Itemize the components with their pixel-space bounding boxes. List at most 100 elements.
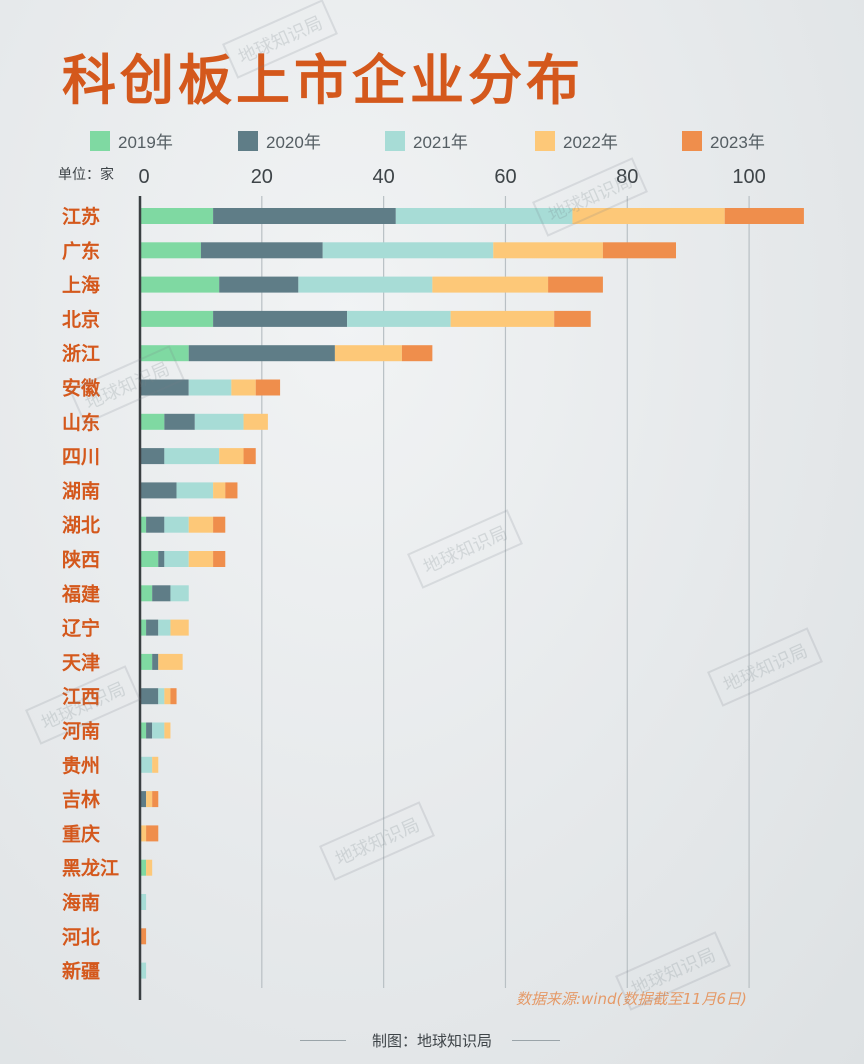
category-label: 北京 xyxy=(62,308,100,331)
bar-segment xyxy=(334,345,402,362)
legend-label: 2019年 xyxy=(118,133,173,152)
bar-segment xyxy=(140,653,153,670)
bar-segment xyxy=(146,825,159,842)
bar-segment xyxy=(554,310,591,327)
bar-segment xyxy=(164,551,189,567)
bar-segment xyxy=(140,276,220,293)
bar-segment xyxy=(432,276,549,293)
unit-label: 单位：家 xyxy=(58,167,114,183)
bar-segment xyxy=(164,722,171,739)
data-source: 数据来源:wind(数据截至11月6日) xyxy=(516,990,747,1008)
bar-segment xyxy=(219,448,244,465)
category-label: 河北 xyxy=(62,926,100,948)
bar-segment xyxy=(140,482,177,499)
bar-segment xyxy=(146,859,153,876)
bar-segment xyxy=(140,619,147,636)
bar-segment xyxy=(146,791,153,808)
bar-segment xyxy=(152,791,159,808)
bar-segment xyxy=(140,722,147,739)
bar-segment xyxy=(152,585,171,602)
bar-segment xyxy=(243,413,268,430)
legend-swatch xyxy=(682,130,702,151)
category-label: 上海 xyxy=(62,274,100,297)
bar-segment xyxy=(140,962,147,979)
credit-line-right xyxy=(512,1040,560,1041)
bar-segment xyxy=(140,585,153,602)
legend-label: 2020年 xyxy=(266,133,321,152)
credit-line-left xyxy=(300,1040,346,1041)
category-label: 新疆 xyxy=(62,960,100,983)
category-label: 江苏 xyxy=(62,205,100,228)
bar-segment xyxy=(188,516,214,533)
bar-segment xyxy=(140,894,147,910)
bar-segment xyxy=(347,310,451,327)
bar-segment xyxy=(164,413,195,430)
bar-segment xyxy=(140,413,165,430)
bar-segment xyxy=(146,722,153,739)
category-label: 江西 xyxy=(62,686,100,708)
bar-segment xyxy=(164,688,171,705)
bar-segment xyxy=(322,242,494,259)
bar-segment xyxy=(140,448,165,465)
bar-segment xyxy=(140,310,214,327)
bar-segment xyxy=(213,310,348,327)
x-tick-label: 0 xyxy=(138,166,149,188)
bar-segment xyxy=(213,482,226,499)
legend-label: 2022年 xyxy=(563,133,618,152)
bar-segment xyxy=(140,756,153,773)
legend: 2019年 2020年 2021年 2022年 2023年 xyxy=(0,128,864,152)
legend-item: 2020年 xyxy=(238,128,321,153)
bar-segment xyxy=(140,825,147,842)
x-tick-label: 100 xyxy=(732,166,765,188)
bar-segment xyxy=(450,310,555,327)
legend-swatch xyxy=(90,130,110,151)
bar-segment xyxy=(194,413,244,430)
bar-segment xyxy=(213,516,226,533)
category-label: 辽宁 xyxy=(62,617,100,640)
legend-swatch xyxy=(385,130,405,151)
bar-segment xyxy=(152,722,165,739)
category-label: 广东 xyxy=(62,239,100,262)
legend-swatch xyxy=(238,130,258,151)
bar-segment xyxy=(152,653,159,670)
bar-segment xyxy=(140,242,201,259)
bar-segment xyxy=(170,619,189,636)
category-label: 重庆 xyxy=(62,822,100,845)
bar-segment xyxy=(140,551,159,567)
bar-segment xyxy=(255,379,281,396)
category-label: 福建 xyxy=(61,582,100,605)
bar-segment xyxy=(724,208,804,224)
bar-segment xyxy=(213,208,396,224)
bar-segment xyxy=(219,276,299,293)
category-label: 河南 xyxy=(62,721,100,743)
bar-segment xyxy=(146,516,165,533)
bar-segment xyxy=(158,653,183,670)
category-label: 贵州 xyxy=(62,755,100,777)
bar-segment xyxy=(395,208,573,224)
bar-segment xyxy=(401,345,433,362)
x-tick-label: 60 xyxy=(494,166,516,188)
bar-segment xyxy=(170,585,189,602)
bar-segment xyxy=(188,345,335,362)
bar-segment xyxy=(140,688,159,705)
bar-segment xyxy=(140,516,147,533)
category-label: 湖北 xyxy=(62,515,100,537)
bar-segment xyxy=(140,791,147,808)
bar-segment xyxy=(602,242,676,259)
category-label: 吉林 xyxy=(62,788,100,811)
category-label: 湖南 xyxy=(62,480,100,502)
category-label: 浙江 xyxy=(62,342,100,365)
bar-segment xyxy=(231,379,256,396)
category-label: 海南 xyxy=(62,891,100,914)
bar-segment xyxy=(164,448,220,465)
legend-swatch xyxy=(535,130,555,151)
bar-segment xyxy=(225,482,238,499)
bar-segment xyxy=(146,619,159,636)
x-tick-label: 80 xyxy=(616,166,638,188)
category-label: 陕西 xyxy=(62,548,100,571)
x-tick-label: 40 xyxy=(373,166,395,188)
bar-segment xyxy=(493,242,603,259)
bar-segment xyxy=(140,345,189,362)
bar-segment xyxy=(158,551,165,567)
